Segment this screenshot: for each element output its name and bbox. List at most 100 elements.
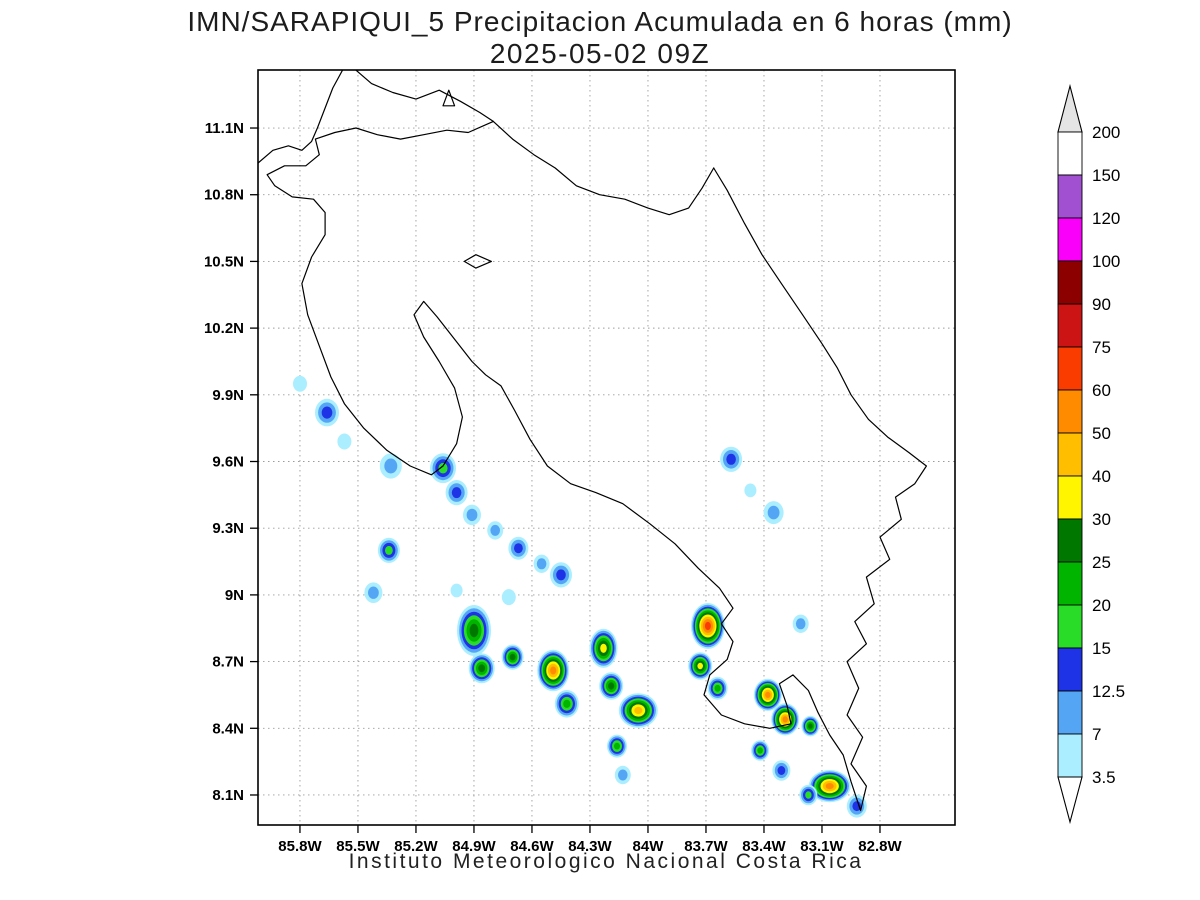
precip-cell-ring (808, 723, 813, 729)
colorbar-label: 3.5 (1092, 768, 1116, 787)
colorbar-label: 20 (1092, 596, 1111, 615)
x-tick-label: 84.6W (510, 838, 554, 855)
coastline (355, 70, 715, 216)
precip-cell-ring (466, 508, 478, 522)
x-tick-label: 83.1W (800, 838, 844, 855)
precip-cell-ring (608, 682, 615, 690)
precip-cell-ring (501, 589, 516, 606)
precip-cell-ring (450, 583, 463, 598)
coastline (266, 120, 928, 812)
footer-credit: Instituto Meteorologico Nacional Costa R… (348, 850, 864, 873)
colorbar-label: 90 (1092, 295, 1111, 314)
coastline (258, 70, 344, 164)
colorbar-segment (1057, 217, 1083, 262)
colorbar-label: 12.5 (1092, 682, 1125, 701)
precip-cell-ring (384, 458, 398, 474)
precip-cell-ring (765, 691, 771, 699)
y-tick-label: 10.8N (204, 187, 244, 204)
y-tick-label: 8.1N (212, 787, 244, 804)
precip-cell-ring (337, 433, 352, 450)
colorbar-label: 7 (1092, 725, 1101, 744)
chart-title: IMN/SARAPIQUI_5 Precipitacion Acumulada … (187, 6, 1013, 37)
precip-cell-ring (451, 487, 462, 499)
coastline (442, 89, 456, 107)
precip-cell-ring (726, 453, 736, 465)
precip-cell-ring (825, 783, 834, 790)
precip-cell-ring (600, 643, 607, 653)
precip-cell-ring (744, 483, 757, 498)
colorbar-segment (1057, 518, 1083, 563)
x-tick-label: 84.3W (568, 838, 612, 855)
precip-cell-ring (795, 618, 806, 630)
precip-cell-ring (767, 505, 780, 520)
precip-cell-ring (618, 769, 628, 781)
colorbar-label: 25 (1092, 553, 1111, 572)
precip-cell-ring (634, 706, 643, 715)
x-tick-label: 85.2W (394, 838, 438, 855)
colorbar-arrow-bottom (1057, 776, 1083, 825)
precip-cell-ring (368, 586, 379, 599)
colorbar-segment (1057, 690, 1083, 735)
colorbar-label: 15 (1092, 639, 1111, 658)
coastline-layer (258, 70, 928, 812)
y-tick-label: 8.4N (212, 720, 244, 737)
colorbar-segment (1057, 346, 1083, 391)
y-tick-label: 11.1N (205, 120, 244, 137)
precip-cell-ring (321, 406, 333, 419)
precip-cell-ring (757, 747, 763, 754)
colorbar-label: 200 (1092, 123, 1120, 142)
x-tick-label: 84.9W (452, 838, 496, 855)
colorbar-segment (1057, 733, 1083, 778)
chart-subtitle-datetime: 2025-05-02 09Z (489, 38, 711, 69)
grid-lines (258, 70, 955, 825)
precip-cell-ring (614, 742, 620, 750)
plot-frame (257, 69, 956, 826)
coastline (463, 254, 492, 269)
precip-cell-ring (550, 666, 557, 675)
colorbar-arrow-top (1057, 83, 1083, 133)
precip-cell-ring (385, 545, 393, 555)
x-tick-label: 85.5W (336, 838, 380, 855)
precip-cell-ring (697, 662, 703, 670)
precip-cell-ring (469, 623, 479, 638)
x-tick-label: 83.4W (742, 838, 786, 855)
colorbar-label: 50 (1092, 424, 1111, 443)
precip-cell-ring (556, 569, 566, 581)
colorbar-label: 150 (1092, 166, 1120, 185)
precip-cell-ring (536, 558, 547, 570)
x-tick-label: 83.7W (684, 838, 728, 855)
y-tick-label: 9.6N (212, 454, 244, 471)
colorbar-label: 40 (1092, 467, 1111, 486)
colorbar-segment (1057, 303, 1083, 348)
y-tick-label: 9.9N (212, 387, 244, 404)
colorbar-label: 75 (1092, 338, 1111, 357)
colorbar-segment (1057, 647, 1083, 692)
colorbar-segment (1057, 432, 1083, 477)
precip-cell-ring (478, 664, 486, 673)
precip-cell-ring (514, 543, 523, 554)
colorbar-segment (1057, 131, 1083, 176)
x-tick-label: 84W (633, 838, 665, 855)
y-tick-label: 10.2N (204, 320, 244, 337)
precip-cell-ring (509, 653, 516, 661)
y-tick-label: 9N (225, 587, 244, 604)
precip-cell-ring (704, 621, 711, 631)
precip-cell-ring (714, 684, 721, 692)
colorbar-label: 100 (1092, 252, 1120, 271)
x-tick-label: 82.8W (858, 838, 902, 855)
colorbar-label: 30 (1092, 510, 1111, 529)
precip-cell-ring (293, 375, 307, 392)
precip-cell-ring (438, 462, 448, 474)
colorbar-segment (1057, 389, 1083, 434)
colorbar-segment (1057, 604, 1083, 649)
y-tick-label: 10.5N (204, 253, 244, 270)
colorbar-label: 60 (1092, 381, 1111, 400)
colorbar-segment (1057, 174, 1083, 219)
precip-cell-ring (852, 801, 862, 812)
y-tick-label: 9.3N (212, 520, 244, 537)
precip-cell-ring (782, 716, 788, 723)
precip-cell-ring (490, 524, 501, 536)
axes: 85.8W 85.5W 85.2W 84.9W 84.6W 84.3W 84W 83.7W 83… (204, 120, 903, 855)
